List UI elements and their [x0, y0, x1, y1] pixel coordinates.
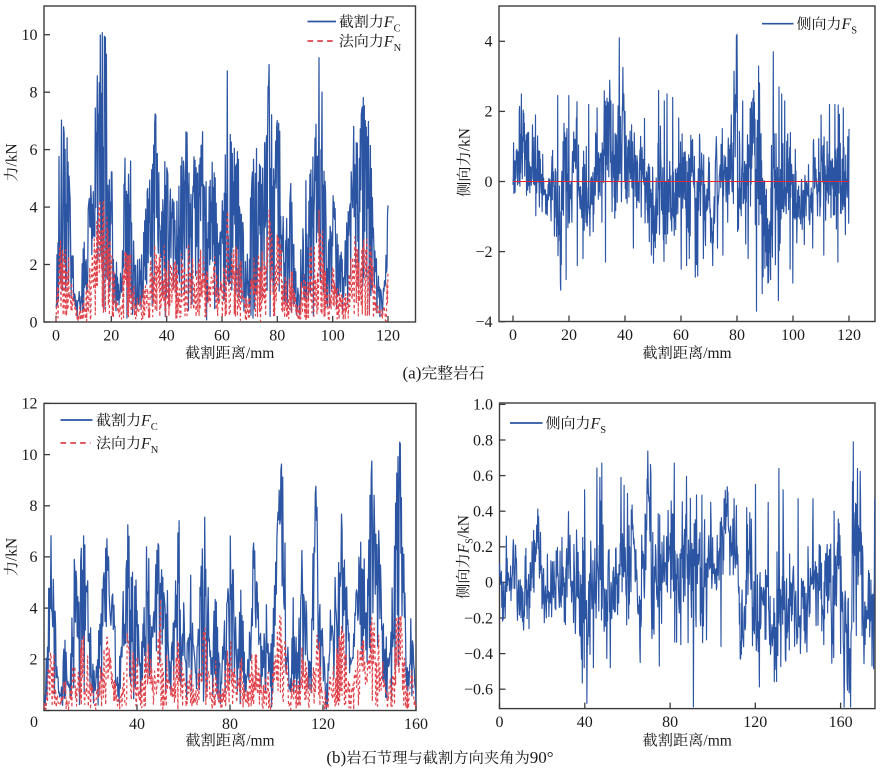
- svg-text:160: 160: [404, 716, 428, 733]
- svg-text:80: 80: [729, 327, 745, 344]
- svg-text:6: 6: [30, 549, 38, 566]
- svg-text:160: 160: [829, 714, 853, 731]
- svg-text:F: F: [140, 435, 151, 452]
- svg-text:0.4: 0.4: [473, 504, 493, 521]
- svg-text:/kN: /kN: [4, 143, 21, 166]
- svg-text:N: N: [151, 445, 159, 456]
- svg-text:4: 4: [485, 34, 493, 51]
- svg-text:0: 0: [485, 575, 493, 592]
- svg-text:F: F: [841, 16, 852, 33]
- svg-text:/kN: /kN: [4, 538, 21, 561]
- svg-text:20: 20: [103, 328, 119, 345]
- svg-text:90°: 90°: [530, 748, 554, 767]
- svg-text:/kN: /kN: [456, 128, 473, 151]
- svg-text:/mm: /mm: [246, 345, 274, 362]
- svg-text:−2: −2: [475, 244, 492, 261]
- svg-text:10: 10: [22, 447, 38, 464]
- svg-text:10: 10: [22, 27, 38, 44]
- svg-text:F: F: [383, 14, 394, 31]
- svg-text:120: 120: [837, 327, 861, 344]
- svg-text:(b): (b): [326, 748, 346, 767]
- svg-text:C: C: [151, 422, 158, 433]
- svg-text:0: 0: [30, 714, 38, 731]
- svg-text:0: 0: [485, 174, 493, 191]
- svg-text:40: 40: [129, 716, 145, 733]
- svg-text:S: S: [851, 26, 857, 37]
- svg-text:S: S: [600, 425, 606, 436]
- svg-text:40: 40: [617, 327, 633, 344]
- svg-text:20: 20: [561, 327, 577, 344]
- svg-text:F: F: [383, 33, 394, 50]
- svg-text:6: 6: [30, 142, 38, 159]
- svg-text:0.6: 0.6: [473, 468, 493, 485]
- svg-text:0: 0: [52, 328, 60, 345]
- svg-text:0: 0: [30, 314, 38, 331]
- svg-text:0.8: 0.8: [473, 432, 493, 449]
- svg-text:N: N: [394, 43, 402, 54]
- svg-text:2: 2: [30, 257, 38, 274]
- svg-text:100: 100: [781, 327, 805, 344]
- svg-text:F: F: [140, 412, 151, 429]
- svg-text:40: 40: [577, 714, 593, 731]
- svg-text:8: 8: [30, 498, 38, 515]
- svg-text:8: 8: [30, 85, 38, 102]
- svg-text:/kN: /kN: [456, 515, 473, 538]
- svg-text:12: 12: [22, 396, 38, 413]
- svg-text:4: 4: [30, 600, 38, 617]
- svg-text:S: S: [465, 538, 476, 544]
- svg-text:80: 80: [662, 714, 678, 731]
- svg-text:/mm: /mm: [246, 732, 274, 749]
- svg-text:100: 100: [321, 328, 345, 345]
- svg-text:60: 60: [673, 327, 689, 344]
- svg-text:40: 40: [159, 328, 175, 345]
- svg-text:/mm: /mm: [703, 732, 731, 749]
- svg-text:2: 2: [485, 104, 493, 121]
- svg-text:F: F: [456, 543, 473, 554]
- svg-text:C: C: [394, 23, 401, 34]
- svg-text:−0.6: −0.6: [464, 682, 493, 699]
- svg-text:120: 120: [376, 328, 400, 345]
- svg-text:−4: −4: [475, 314, 492, 331]
- svg-text:80: 80: [222, 716, 238, 733]
- svg-text:/mm: /mm: [703, 345, 731, 362]
- svg-text:80: 80: [269, 328, 285, 345]
- svg-text:120: 120: [311, 716, 335, 733]
- svg-text:−0.2: −0.2: [464, 610, 493, 627]
- svg-text:4: 4: [30, 199, 38, 216]
- svg-text:F: F: [590, 415, 601, 432]
- svg-text:0: 0: [496, 714, 504, 731]
- svg-text:0: 0: [509, 327, 517, 344]
- svg-text:2: 2: [30, 652, 38, 669]
- svg-text:1.0: 1.0: [473, 397, 493, 414]
- svg-text:0.2: 0.2: [473, 539, 493, 556]
- svg-text:120: 120: [743, 714, 767, 731]
- svg-text:60: 60: [214, 328, 230, 345]
- svg-text:(a): (a): [403, 364, 422, 383]
- svg-text:−0.4: −0.4: [464, 646, 493, 663]
